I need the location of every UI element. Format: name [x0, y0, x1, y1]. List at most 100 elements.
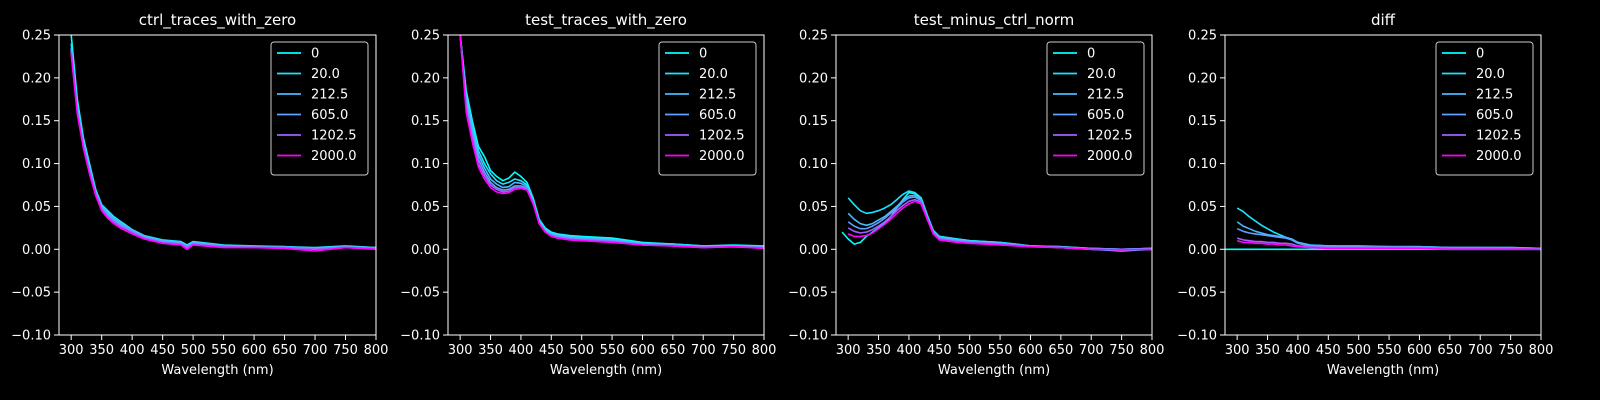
y-tick-label: 0.05: [22, 200, 51, 215]
x-tick-label: 800: [364, 343, 389, 358]
x-tick-label: 450: [1316, 343, 1341, 358]
x-tick-label: 300: [836, 343, 861, 358]
legend-label: 1202.5: [699, 129, 745, 144]
x-tick-label: 450: [927, 343, 952, 358]
legend-label: 0: [699, 47, 707, 62]
x-tick-label: 450: [150, 343, 175, 358]
x-tick-label: 300: [1225, 343, 1250, 358]
x-tick-label: 800: [1529, 343, 1554, 358]
x-tick-label: 700: [1079, 343, 1104, 358]
y-tick-label: 0.05: [411, 200, 440, 215]
legend: 0 20.0 212.5 605.0 1202.5 2000.0: [1435, 41, 1534, 176]
x-tick-label: 300: [59, 343, 84, 358]
x-axis-label: Wavelength (nm): [550, 363, 662, 378]
x-tick-label: 650: [272, 343, 297, 358]
y-tick-label: 0.15: [411, 114, 440, 129]
legend-box: [1046, 41, 1145, 176]
axes-frame: [835, 34, 1153, 336]
legend-label: 212.5: [1476, 88, 1513, 103]
legend-label: 212.5: [699, 88, 736, 103]
x-tick-label: 350: [866, 343, 891, 358]
y-tick-label: 0.10: [411, 157, 440, 172]
y-tick-label: 0.25: [799, 29, 828, 44]
legend-box: [1435, 41, 1534, 176]
x-tick-label: 450: [539, 343, 564, 358]
y-tick-label: 0.15: [22, 114, 51, 129]
legend-label: 212.5: [311, 88, 348, 103]
x-tick-label: 400: [1286, 343, 1311, 358]
legend-label: 2000.0: [1087, 149, 1133, 164]
x-tick-label: 500: [181, 343, 206, 358]
chart-panel-4: diff 300 350 400 450 500 550 600 650 700 750 800 −0.…: [1177, 11, 1553, 378]
legend: 0 20.0 212.5 605.0 1202.5 2000.0: [1046, 41, 1145, 176]
y-tick-label: 0.05: [799, 200, 828, 215]
legend-box: [658, 41, 757, 176]
axes-frame: [1224, 34, 1542, 336]
y-tick-label: 0.00: [1188, 243, 1217, 258]
legend-label: 2000.0: [311, 149, 357, 164]
y-tick-label: 0.25: [22, 29, 51, 44]
x-tick-label: 650: [660, 343, 685, 358]
series-line-5: [70, 53, 376, 252]
x-tick-label: 600: [242, 343, 267, 358]
x-tick-label: 400: [897, 343, 922, 358]
x-tick-label: 800: [752, 343, 777, 358]
x-tick-label: 350: [89, 343, 114, 358]
x-tick-label: 750: [1109, 343, 1134, 358]
y-tick-label: 0.10: [1188, 157, 1217, 172]
x-tick-label: 600: [1018, 343, 1043, 358]
x-tick-label: 550: [1377, 343, 1402, 358]
legend-label: 1202.5: [1087, 129, 1133, 144]
x-axis-label: Wavelength (nm): [1327, 363, 1439, 378]
y-tick-label: −0.05: [400, 286, 440, 301]
y-tick-label: 0.25: [411, 29, 440, 44]
chart-title: test_traces_with_zero: [525, 11, 687, 30]
y-tick-label: −0.05: [1177, 286, 1217, 301]
x-tick-label: 600: [1407, 343, 1432, 358]
series-line-5: [1236, 239, 1541, 251]
x-axis-label: Wavelength (nm): [161, 363, 273, 378]
x-tick-label: 700: [691, 343, 716, 358]
x-tick-label: 650: [1437, 343, 1462, 358]
x-tick-label: 300: [448, 343, 473, 358]
series-group: [459, 35, 764, 250]
chart-panel-2: test_traces_with_zero 300 350 400 450 500 550 6…: [400, 11, 776, 378]
series-line-3: [847, 196, 1152, 251]
chart-title: test_minus_ctrl_norm: [914, 11, 1075, 30]
y-tick-label: 0.15: [1188, 114, 1217, 129]
x-tick-label: 800: [1140, 343, 1165, 358]
series-group: [1225, 207, 1541, 251]
series-line-2: [847, 194, 1152, 251]
series-line-1: [1236, 207, 1541, 250]
legend-label: 1202.5: [1476, 129, 1522, 144]
series-line-4: [1236, 237, 1541, 251]
series-line-5: [847, 200, 1152, 251]
x-tick-label: 650: [1048, 343, 1073, 358]
x-tick-label: 550: [211, 343, 236, 358]
x-tick-label: 700: [1468, 343, 1493, 358]
y-tick-label: 0.00: [411, 243, 440, 258]
legend-label: 605.0: [699, 108, 736, 123]
y-tick-label: 0.10: [22, 157, 51, 172]
chart-title: diff: [1371, 11, 1396, 29]
chart-panel-1: ctrl_traces_with_zero 300 350 400 450 500 550 6…: [11, 11, 388, 378]
y-tick-label: 0.05: [1188, 200, 1217, 215]
chart-title: ctrl_traces_with_zero: [139, 11, 296, 30]
x-tick-label: 500: [957, 343, 982, 358]
legend-label: 605.0: [311, 108, 348, 123]
legend-label: 0: [1476, 47, 1484, 62]
y-tick-label: 0.10: [799, 157, 828, 172]
series-group: [841, 190, 1152, 252]
y-tick-label: 0.00: [22, 243, 51, 258]
x-axis-label: Wavelength (nm): [938, 363, 1050, 378]
legend-label: 0: [311, 47, 319, 62]
y-tick-label: −0.10: [400, 329, 440, 344]
y-tick-label: 0.20: [1188, 71, 1217, 86]
x-tick-label: 500: [1346, 343, 1371, 358]
y-tick-label: −0.10: [11, 329, 51, 344]
legend: 0 20.0 212.5 605.0 1202.5 2000.0: [270, 41, 369, 176]
y-tick-label: 0.15: [799, 114, 828, 129]
series-group: [70, 35, 376, 252]
y-tick-label: −0.10: [1177, 329, 1217, 344]
